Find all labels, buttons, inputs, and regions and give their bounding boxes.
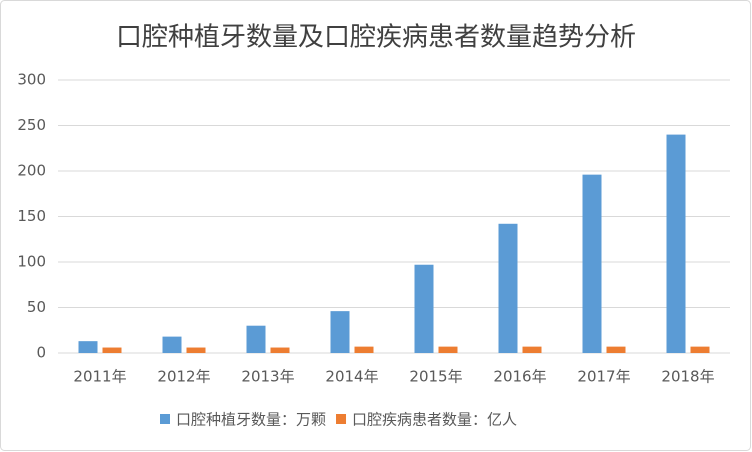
x-tick-label: 2013年	[241, 368, 294, 386]
bar	[270, 347, 290, 353]
y-tick-label: 100	[17, 253, 46, 271]
bar	[498, 223, 518, 353]
y-tick-label: 200	[17, 162, 46, 180]
bar	[102, 347, 122, 353]
bar	[78, 341, 98, 353]
x-tick-label: 2014年	[325, 368, 378, 386]
bar	[162, 336, 182, 353]
x-tick-label: 2011年	[73, 368, 126, 386]
x-tick-label: 2012年	[157, 368, 210, 386]
x-tick-label: 2015年	[409, 368, 462, 386]
bar	[666, 134, 686, 353]
y-tick-label: 300	[17, 71, 46, 89]
y-tick-label: 0	[36, 344, 46, 362]
bar	[606, 346, 626, 353]
y-tick-label: 250	[17, 116, 46, 134]
legend-label: 口腔种植牙数量：万颗	[176, 411, 326, 429]
y-tick-label: 150	[17, 207, 46, 225]
x-tick-label: 2018年	[661, 368, 714, 386]
x-tick-label: 2017年	[577, 368, 630, 386]
bar	[438, 346, 458, 353]
bar	[582, 174, 602, 353]
legend-swatch	[160, 414, 170, 424]
bar	[690, 346, 710, 353]
bar	[522, 346, 542, 353]
bar	[354, 346, 374, 353]
bar	[414, 264, 434, 353]
legend-swatch	[336, 414, 347, 424]
y-tick-label: 50	[27, 298, 46, 316]
legend-label: 口腔疾病患者数量：亿人	[352, 411, 517, 429]
x-tick-label: 2016年	[493, 368, 546, 386]
chart-title: 口腔种植牙数量及口腔疾病患者数量趋势分析	[116, 23, 636, 53]
bar	[246, 325, 266, 353]
bar	[186, 347, 206, 353]
bar	[330, 311, 350, 353]
